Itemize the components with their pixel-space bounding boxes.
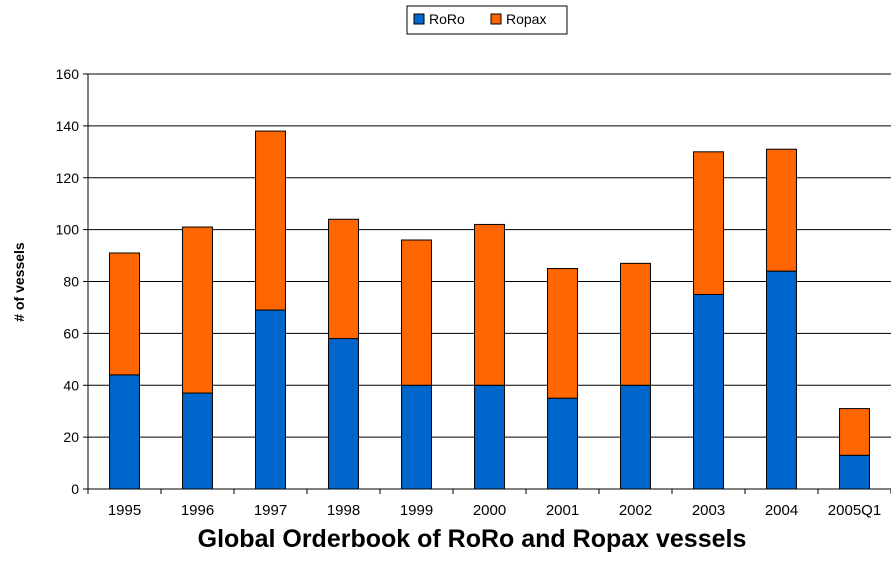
bar-ropax-2000 (474, 223, 505, 386)
x-tick-label: 2001 (546, 502, 579, 519)
bar-roro-2001 (547, 397, 578, 490)
legend-label-ropax: Ropax (506, 11, 546, 27)
x-tick-label: 2000 (473, 502, 506, 519)
y-tick-label: 140 (56, 118, 80, 134)
y-tick-label: 120 (56, 170, 80, 186)
bar-ropax-1997 (255, 130, 286, 311)
bars (109, 130, 870, 490)
bar-roro-1996 (182, 392, 213, 490)
x-tick-label: 2002 (619, 502, 652, 519)
y-tick-label: 80 (63, 274, 79, 290)
x-tick-label: 2005Q1 (828, 502, 881, 519)
y-axis-label: # of vessels (11, 242, 27, 322)
bar-roro-1999 (401, 384, 432, 490)
bar-ropax-1999 (401, 239, 432, 386)
x-tick-label: 1996 (181, 502, 214, 519)
x-ticks: 1995 1996 1997 1998 1999 2000 2001 2002 2003 2004… (87, 489, 891, 519)
bar-roro-2003 (693, 293, 724, 490)
bar-ropax-1995 (109, 252, 140, 376)
legend-swatch-roro (413, 13, 425, 25)
bar-roro-2002 (620, 384, 651, 490)
bar-ropax-2004 (766, 148, 797, 272)
bar-roro-1997 (255, 309, 286, 490)
bar-roro-2004 (766, 270, 797, 490)
y-tick-label: 0 (71, 481, 79, 497)
y-tick-label: 40 (63, 377, 79, 393)
bar-ropax-2001 (547, 268, 578, 399)
bar-roro-2000 (474, 384, 505, 490)
y-tick-label: 20 (63, 429, 79, 445)
legend-box (406, 5, 568, 35)
y-tick-label: 60 (63, 325, 79, 341)
x-tick-label: 1997 (254, 502, 287, 519)
legend: RoRo Ropax (406, 5, 568, 35)
legend-label-roro: RoRo (429, 11, 465, 27)
bar-ropax-2002 (620, 262, 651, 386)
bar-ropax-1998 (328, 218, 359, 340)
x-tick-label: 1995 (108, 502, 141, 519)
y-tick-label: 160 (56, 66, 80, 82)
bar-roro-2005Q1 (839, 454, 870, 490)
chart-title: Global Orderbook of RoRo and Ropax vesse… (198, 525, 747, 553)
y-ticks: 0 20 40 60 80 100 120 140 160 (56, 66, 88, 497)
x-tick-label: 2003 (692, 502, 725, 519)
legend-swatch-ropax (490, 13, 502, 25)
y-tick-label: 100 (56, 222, 80, 238)
bar-ropax-2003 (693, 151, 724, 295)
bar-roro-1998 (328, 338, 359, 490)
x-tick-label: 1999 (400, 502, 433, 519)
x-tick-label: 1998 (327, 502, 360, 519)
x-tick-label: 2004 (765, 502, 798, 519)
bar-ropax-1996 (182, 226, 213, 394)
bar-roro-1995 (109, 374, 140, 490)
bar-ropax-2005Q1 (839, 408, 870, 456)
